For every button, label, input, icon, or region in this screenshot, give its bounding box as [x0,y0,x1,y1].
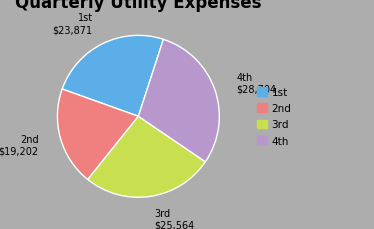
Text: 4th
$28,704: 4th $28,704 [236,73,276,94]
Wedge shape [88,117,205,197]
Wedge shape [62,36,163,117]
Wedge shape [138,40,219,162]
Wedge shape [58,90,138,180]
Title: Quarterly Utility Expenses: Quarterly Utility Expenses [15,0,262,12]
Text: 2nd
$19,202: 2nd $19,202 [0,134,39,156]
Text: 1st
$23,871: 1st $23,871 [53,14,93,35]
Legend: 1st, 2nd, 3rd, 4th: 1st, 2nd, 3rd, 4th [255,85,294,148]
Text: 3rd
$25,564: 3rd $25,564 [154,208,194,229]
